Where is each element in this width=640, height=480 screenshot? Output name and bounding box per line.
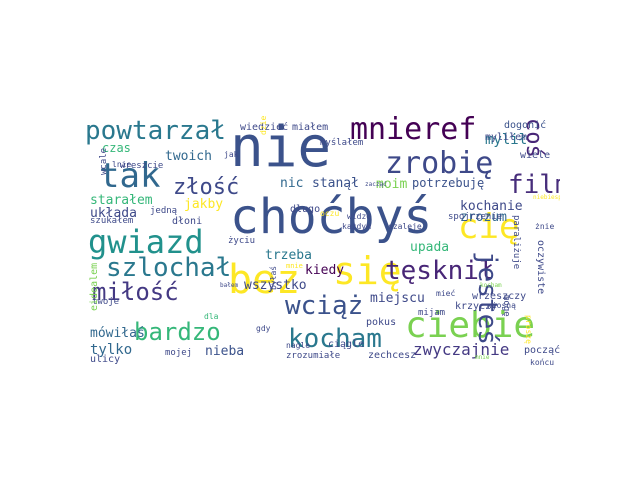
cloud-word: oczywiste	[535, 240, 546, 295]
cloud-word: myślałem	[320, 138, 364, 148]
cloud-word: mylił	[485, 132, 528, 148]
cloud-word: mieć	[436, 289, 456, 298]
cloud-word: nieba	[205, 344, 245, 359]
cloud-word: choćbyś	[230, 189, 433, 245]
cloud-word: wiosną	[487, 301, 516, 310]
cloud-word: tęsknił	[385, 256, 495, 286]
cloud-word: twoich	[165, 149, 212, 164]
cloud-word: dogonić	[504, 120, 547, 131]
cloud-word: bardzo	[134, 318, 221, 346]
cloud-word: eidealem	[89, 262, 100, 311]
cloud-word: kochanie	[460, 199, 523, 214]
cloud-word: ulicy	[90, 354, 121, 365]
cloud-word: tylko	[90, 342, 133, 358]
cloud-word: nie	[230, 115, 332, 180]
cloud-word: szukałem	[90, 216, 134, 226]
cloud-word: się	[333, 249, 402, 293]
cloud-word: wiedzieć	[240, 122, 289, 133]
cloud-word: potrzebuję	[412, 176, 485, 190]
cloud-word: bez	[228, 257, 301, 303]
cloud-word: wciąż	[285, 291, 364, 321]
cloud-word: ciebie	[405, 305, 536, 346]
cloud-word: szlochał	[106, 253, 232, 283]
cloud-word: począć	[524, 345, 560, 356]
cloud-word: kocham	[480, 282, 502, 289]
cloud-word: trzeba	[265, 248, 312, 263]
cloud-word: wrzeszczy	[472, 291, 527, 302]
cloud-word: starałem	[90, 193, 153, 208]
cloud-word: końcu	[530, 358, 555, 367]
cloud-word: zechcesz	[368, 350, 417, 361]
cloud-word: wcale	[99, 147, 109, 175]
cloud-word: życiu	[228, 236, 256, 246]
cloud-word: cię	[458, 207, 520, 247]
cloud-word: nic	[280, 176, 304, 191]
cloud-word: zrobię	[385, 146, 494, 181]
word-cloud: nie choćbyś bez się ciebie gwiazd cię ta…	[80, 115, 560, 367]
cloud-word: jedną	[150, 206, 178, 216]
cloud-word: mnie	[286, 262, 303, 270]
cloud-word: złość	[173, 175, 240, 200]
cloud-word: dzieje	[259, 115, 268, 135]
cloud-word: dla	[204, 312, 219, 321]
cloud-word: tak	[99, 156, 161, 196]
cloud-word: ciągle	[328, 339, 365, 350]
cloud-word: nagle	[286, 341, 311, 350]
cloud-word: paraliżuje	[511, 215, 521, 270]
cloud-word: spojrzenie	[448, 212, 503, 222]
cloud-word: zrozum	[460, 210, 507, 225]
cloud-word: gdy	[256, 324, 271, 333]
cloud-word: powtarzał	[85, 116, 226, 146]
cloud-word: zwyczajnie	[413, 340, 510, 359]
cloud-word: proszę	[524, 315, 533, 344]
cloud-word: zacząć	[365, 181, 387, 188]
cloud-word: krzyczy	[455, 301, 498, 312]
cloud-word: jak	[224, 150, 239, 159]
cloud-word: moim	[376, 177, 408, 192]
cloud-word: miłość	[92, 278, 179, 306]
cloud-word: żnie	[535, 222, 555, 231]
cloud-word: układa	[90, 206, 137, 221]
cloud-word: mijam	[418, 308, 446, 318]
cloud-word: twoje	[92, 297, 120, 307]
cloud-word: miejscu	[370, 291, 425, 306]
cloud-word: każdym	[342, 222, 371, 231]
cloud-word: długo	[290, 204, 321, 215]
cloud-word: czas	[102, 141, 131, 155]
cloud-word: dłoni	[172, 216, 203, 227]
cloud-word: miałem	[292, 122, 329, 133]
cloud-word: upada	[410, 240, 450, 255]
cloud-word: wszystko	[244, 278, 307, 293]
cloud-word: stanął	[312, 176, 359, 191]
cloud-word: szaleję	[388, 222, 422, 231]
cloud-word: kocham	[288, 324, 382, 354]
cloud-word: mnieref	[350, 115, 477, 147]
cloud-word: mojej	[165, 348, 193, 358]
cloud-word: bałem	[220, 282, 239, 289]
cloud-word: widzę	[347, 212, 372, 221]
cloud-word: wiele	[520, 150, 551, 161]
cloud-word: mnie	[475, 354, 490, 361]
cloud-word: pokus	[366, 317, 397, 328]
cloud-word: niebiespu	[533, 194, 560, 201]
cloud-word: mówiłaś	[90, 326, 145, 341]
cloud-word: myliłem	[485, 132, 528, 143]
cloud-word: kiedy	[305, 263, 345, 278]
cloud-word: oczu	[320, 209, 340, 218]
cloud-word: lnie	[112, 160, 132, 169]
cloud-word: zrozumiałe	[286, 351, 341, 361]
cloud-word: wreszcie	[120, 161, 164, 171]
cloud-word: gwiazd	[88, 223, 204, 261]
cloud-word: jakby	[184, 197, 224, 212]
cloud-word: byłaś	[269, 265, 278, 290]
